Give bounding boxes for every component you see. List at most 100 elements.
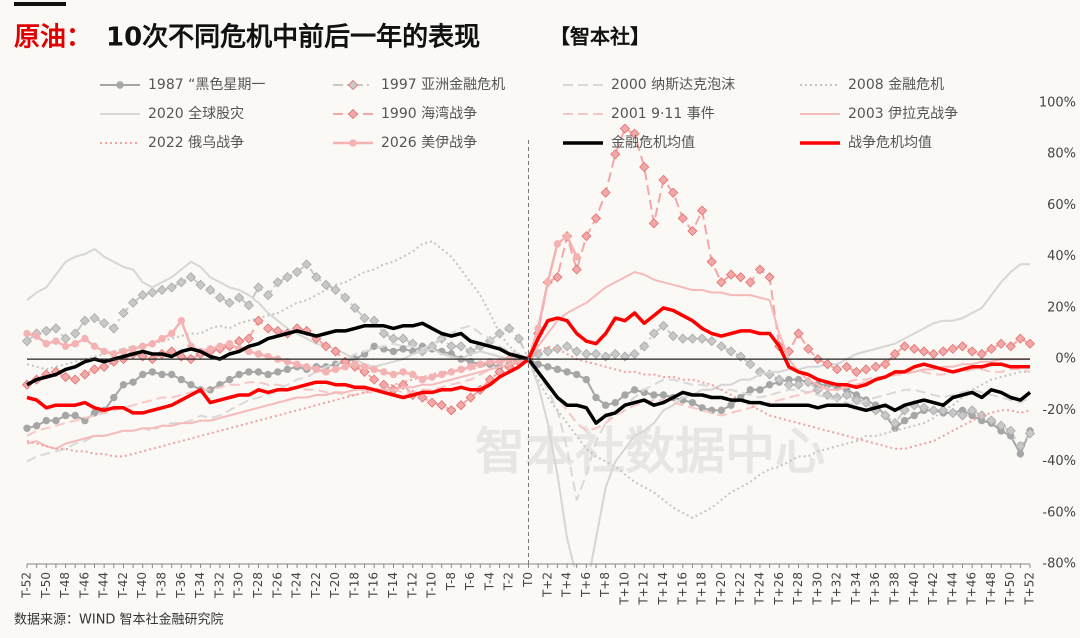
- point: [320, 279, 332, 290]
- point: [957, 341, 968, 352]
- point: [119, 347, 128, 356]
- point: [312, 365, 321, 374]
- point: [822, 389, 833, 401]
- point: [302, 363, 311, 371]
- x-tick-label: T-8: [444, 572, 458, 591]
- point: [717, 406, 726, 415]
- point: [263, 290, 274, 301]
- x-tick-label: T-18: [347, 572, 361, 599]
- source: 数据来源：WIND 智本社金融研究院: [14, 612, 224, 628]
- point: [264, 352, 272, 361]
- point: [311, 333, 322, 344]
- point: [1005, 425, 1016, 436]
- point: [534, 360, 542, 368]
- point: [206, 345, 214, 353]
- point: [148, 340, 157, 348]
- point: [822, 359, 833, 370]
- point: [610, 348, 621, 360]
- x-tick-label: T-48: [58, 572, 72, 599]
- title-bar: [14, 2, 66, 6]
- x-tick-label: T+4: [560, 572, 574, 598]
- point: [301, 259, 312, 270]
- point: [137, 290, 148, 301]
- point: [465, 392, 476, 403]
- point: [32, 332, 41, 340]
- point: [590, 348, 602, 360]
- point: [99, 361, 110, 372]
- point: [725, 346, 737, 357]
- point: [399, 368, 407, 376]
- point: [417, 392, 428, 403]
- x-tick-label: T-44: [97, 572, 111, 599]
- point: [870, 361, 881, 372]
- point: [592, 393, 600, 402]
- point: [889, 348, 901, 360]
- point: [600, 187, 611, 198]
- point: [860, 364, 872, 375]
- x-tick-label: T+12: [637, 572, 651, 606]
- point: [50, 323, 61, 334]
- point: [42, 340, 50, 348]
- x-tick-label: T-2: [502, 572, 516, 591]
- point: [899, 341, 910, 352]
- point: [389, 370, 398, 379]
- point: [50, 366, 61, 377]
- point: [349, 302, 360, 313]
- x-tick-label: T+6: [579, 572, 593, 598]
- point: [32, 422, 41, 430]
- point: [235, 370, 243, 379]
- point: [293, 360, 301, 368]
- x-tick-label: T+36: [868, 572, 882, 606]
- point: [716, 277, 727, 288]
- x-tick-label: T+26: [772, 572, 786, 606]
- point: [513, 333, 524, 344]
- point: [166, 282, 177, 293]
- point: [128, 297, 139, 308]
- watermark: 智本社数据中心: [475, 423, 825, 481]
- point: [735, 272, 746, 283]
- point: [706, 336, 717, 347]
- point: [688, 398, 697, 407]
- point: [996, 338, 1007, 349]
- point: [185, 272, 197, 283]
- point: [590, 213, 602, 224]
- x-tick-label: T+38: [887, 572, 901, 606]
- y-tick-label: 40%: [1047, 249, 1076, 264]
- point: [957, 410, 968, 421]
- point: [108, 323, 119, 334]
- point: [428, 373, 436, 381]
- x-tick-label: T+8: [598, 572, 612, 598]
- point: [716, 341, 727, 352]
- point: [601, 401, 610, 409]
- point: [23, 329, 31, 338]
- point: [706, 256, 717, 267]
- point: [803, 343, 814, 354]
- point: [426, 397, 438, 408]
- point: [687, 333, 698, 344]
- y-tick-label: -80%: [1042, 557, 1076, 572]
- point: [928, 405, 939, 416]
- legend-label: 2020 全球股灾: [148, 105, 244, 122]
- point: [331, 365, 340, 374]
- x-tick-label: T+14: [656, 572, 670, 606]
- point: [697, 205, 708, 216]
- point: [436, 400, 447, 411]
- x-tick-label: T-32: [212, 572, 226, 599]
- point: [359, 313, 370, 324]
- point: [177, 375, 186, 384]
- point: [118, 307, 129, 319]
- point: [573, 252, 581, 261]
- x-tick-label: T-52: [20, 572, 34, 599]
- point: [765, 381, 774, 389]
- point: [99, 318, 110, 329]
- point: [629, 128, 640, 139]
- point: [380, 368, 388, 376]
- point: [880, 410, 891, 421]
- point: [553, 240, 562, 248]
- point: [466, 363, 475, 371]
- point: [745, 359, 756, 370]
- point: [687, 225, 698, 237]
- point: [455, 341, 467, 352]
- point: [544, 363, 552, 371]
- point: [1005, 341, 1016, 352]
